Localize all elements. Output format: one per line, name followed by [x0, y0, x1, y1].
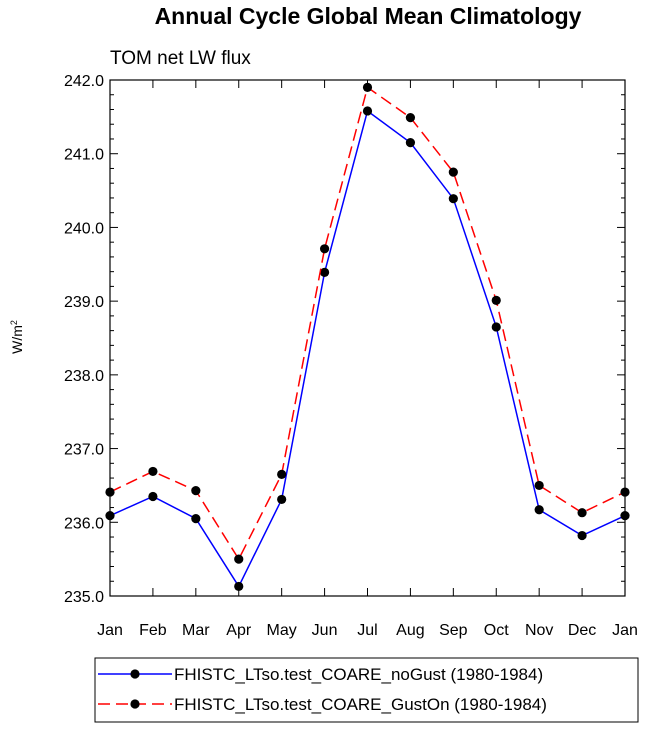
x-tick-label: Nov [525, 622, 553, 639]
plot-frame [109, 79, 626, 597]
y-axis-label-text: W/m [9, 325, 25, 354]
series-2-point [234, 554, 244, 564]
series-layer [105, 82, 630, 592]
y-tick-label: 235.0 [64, 589, 104, 606]
y-tick-label: 240.0 [64, 220, 104, 237]
legend-label-2: FHISTC_LTso.test_COARE_GustOn (1980-1984… [174, 695, 547, 714]
series-1-point [362, 106, 373, 116]
x-tick-label: May [267, 622, 297, 639]
series-1-point [620, 511, 630, 521]
legend-label-1: FHISTC_LTso.test_COARE_noGust (1980-1984… [174, 665, 543, 684]
series-2-point [362, 82, 373, 92]
series-line-1 [109, 109, 626, 588]
series-1-point [319, 267, 330, 277]
series-1-point [491, 322, 501, 332]
x-tick-label: Oct [484, 622, 509, 639]
legend-marker-2 [130, 699, 140, 709]
series-1-point [277, 494, 287, 505]
series-1-point [577, 530, 587, 541]
y-tick-label: 241.0 [64, 147, 104, 164]
x-tick-label: Feb [139, 622, 167, 639]
x-tick-label: Jan [612, 622, 638, 639]
series-1-point [191, 514, 201, 524]
series-2-point [277, 469, 287, 479]
series-2-point [577, 508, 587, 518]
y-axis-label-superscript: 2 [9, 320, 19, 325]
y-tick-label: 238.0 [64, 368, 104, 385]
series-1-point [148, 491, 158, 502]
x-tick-label: Mar [182, 622, 210, 639]
legend-marker-1 [130, 669, 140, 679]
y-tick-label: 242.0 [64, 73, 104, 90]
y-tick-label: 236.0 [64, 515, 104, 532]
series-2-point [148, 466, 158, 477]
x-tick-label: Apr [226, 622, 252, 639]
series-2-point [534, 480, 544, 491]
y-tick-label: 239.0 [64, 294, 104, 311]
series-2-point [319, 244, 330, 254]
x-tick-label: Jan [97, 622, 123, 639]
series-1-point [448, 194, 458, 204]
legend: FHISTC_LTso.test_COARE_noGust (1980-1984… [98, 665, 547, 714]
x-tick-label: Jul [357, 622, 377, 639]
x-tick-label: Sep [439, 622, 468, 639]
series-1-point [234, 581, 244, 592]
x-tick-label: Jun [312, 622, 338, 639]
series-1-point [534, 505, 544, 515]
y-tick-label: 237.0 [64, 442, 104, 459]
legend-box [94, 657, 639, 723]
x-tick-label: Aug [396, 622, 424, 639]
series-2-point [191, 485, 201, 496]
y-axis-label: W/m2 [9, 320, 25, 354]
axes-layer: 235.0 236.0 237.0 238.0 239.0 240.0 241.0 242.0… [64, 73, 638, 639]
series-2-point [448, 167, 458, 177]
chart-title: Annual Cycle Global Mean Climatology [155, 3, 582, 29]
series-1-point [105, 511, 115, 521]
series-line-2 [109, 86, 626, 561]
series-2-point [105, 487, 115, 497]
series-2-point [405, 112, 416, 123]
x-tick-label: Dec [568, 622, 596, 639]
series-1-point [405, 138, 416, 148]
chart-subtitle: TOM net LW flux [110, 48, 251, 69]
series-2-point [491, 295, 501, 306]
series-2-point [620, 487, 630, 497]
